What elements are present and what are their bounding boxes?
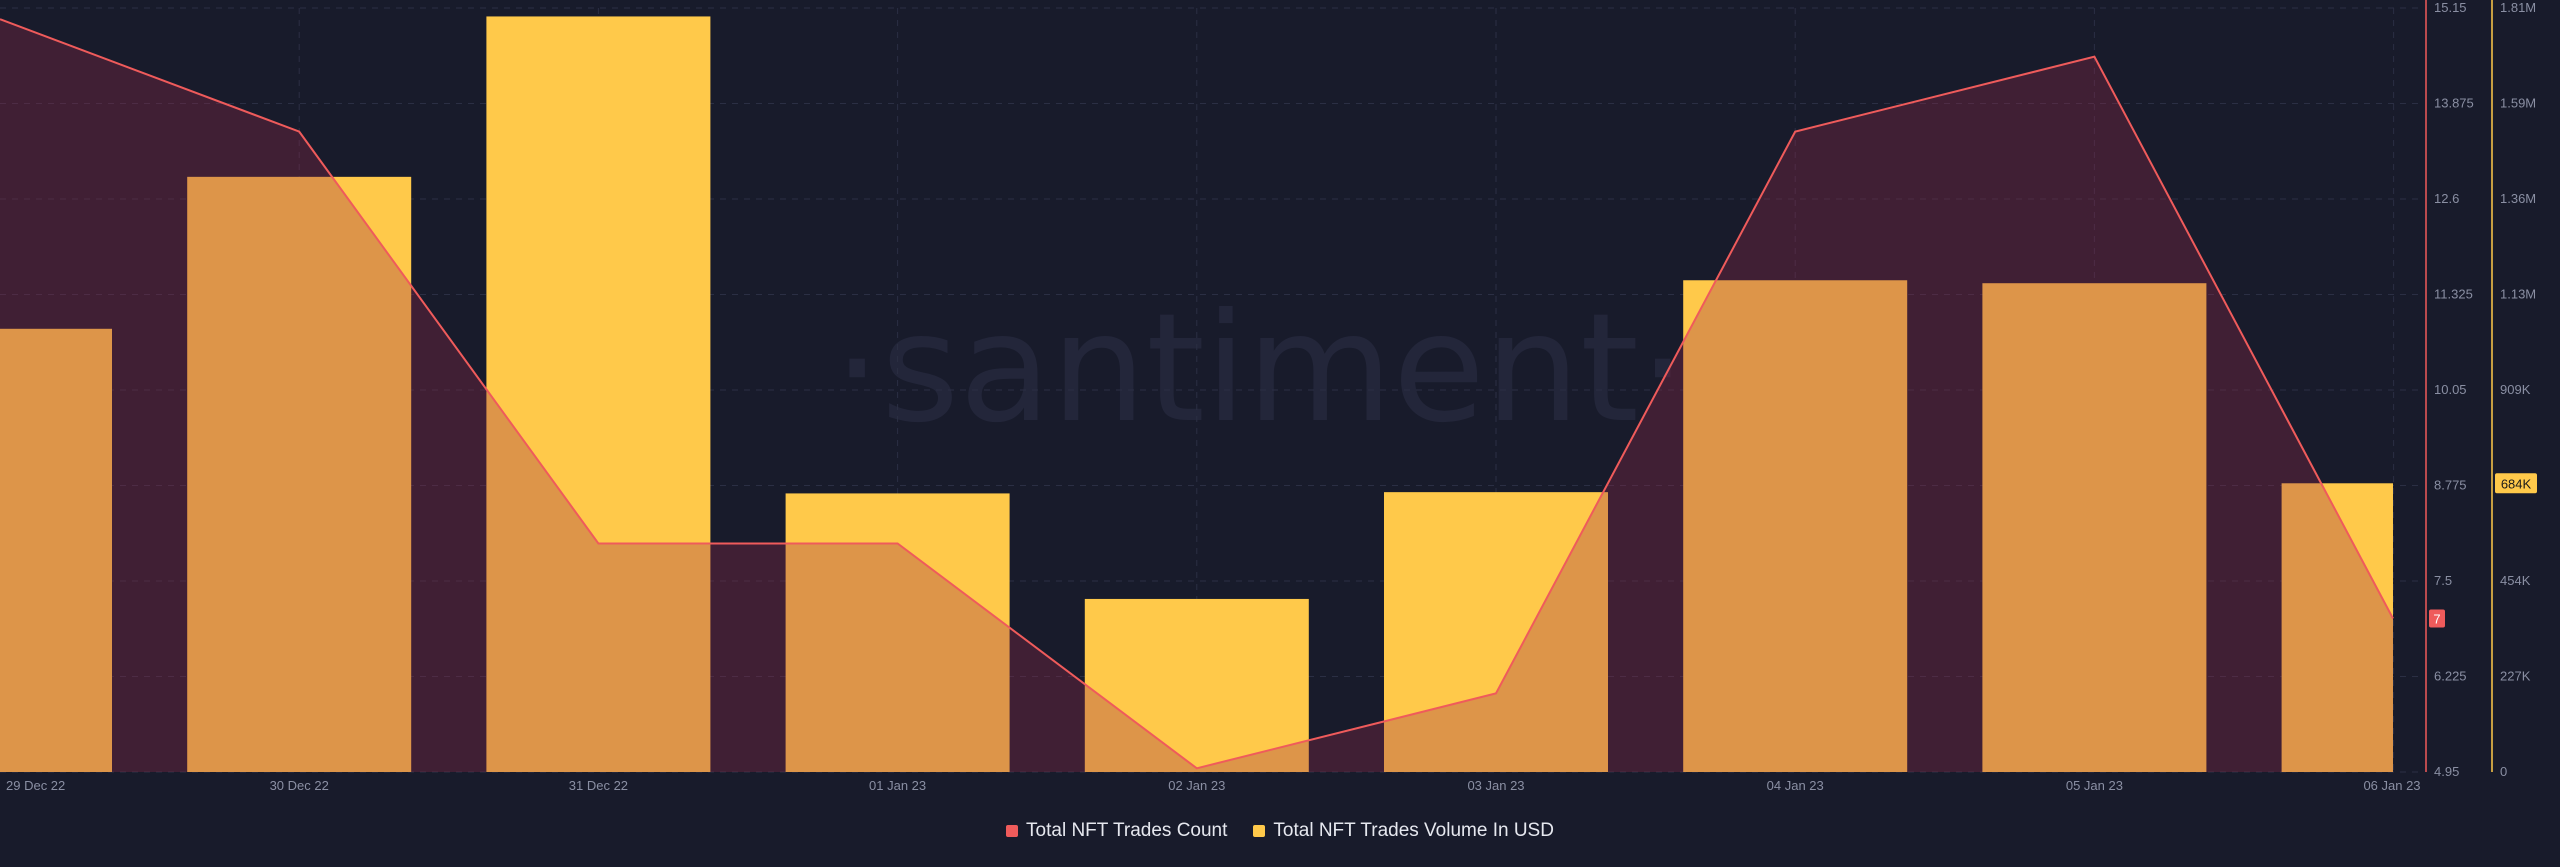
volume-bar [0,328,112,772]
santiment-watermark: ·santiment· [833,282,1686,456]
y-right-tick-label: 1.59M [2500,96,2536,111]
y-right-tick-label: 1.81M [2500,0,2536,15]
legend: Total NFT Trades Count Total NFT Trades … [0,820,2560,842]
count-area-line [0,18,2394,772]
y-right-tick-label: 0 [2500,764,2507,779]
legend-label-count: Total NFT Trades Count [1026,820,1228,841]
legend-item-volume[interactable]: Total NFT Trades Volume In USD [1253,820,1554,842]
y-left-tick-label: 10.05 [2434,382,2467,397]
y-left-tick-label: 15.15 [2434,0,2467,15]
x-tick-label: 02 Jan 23 [1168,778,1225,793]
x-tick-label: 05 Jan 23 [2066,778,2123,793]
volume-bar [1683,280,1908,772]
volume-bar [486,16,711,772]
count-last-value-label: 7 [2433,611,2440,626]
volume-last-value-label: 684K [2501,476,2532,491]
volume-bar [785,493,1010,772]
legend-swatch-volume [1253,825,1266,837]
legend-label-volume: Total NFT Trades Volume In USD [1273,820,1554,841]
x-tick-label: 01 Jan 23 [869,778,926,793]
axes: 15.15 13.875 12.6 11.325 10.05 8.775 7.5 6.225 4… [6,0,2537,793]
x-tick-label: 30 Dec 22 [270,778,329,793]
volume-bar [1384,492,1608,772]
y-right-tick-label: 909K [2500,382,2531,397]
count-last-value-badge [2429,609,2445,628]
y-right-tick-label: 227K [2500,669,2531,684]
volume-bar [1084,598,1309,772]
x-tick-label: 04 Jan 23 [1767,778,1824,793]
x-tick-label: 29 Dec 22 [6,778,65,793]
y-left-tick-label: 7.5 [2434,573,2452,588]
x-tick-label: 06 Jan 23 [2363,778,2420,793]
y-left-tick-label: 12.6 [2434,191,2459,206]
legend-item-count[interactable]: Total NFT Trades Count [1006,820,1227,842]
y-right-tick-label: 454K [2500,573,2531,588]
y-left-tick-label: 11.325 [2434,287,2473,302]
y-left-tick-label: 6.225 [2434,669,2467,684]
x-tick-label: 03 Jan 23 [1467,778,1524,793]
y-right-tick-label: 1.36M [2500,191,2536,206]
y-right-tick-label: 1.13M [2500,287,2536,302]
count-area [0,19,2393,772]
legend-swatch-count [1006,825,1019,837]
y-left-tick-label: 4.95 [2434,764,2459,779]
volume-bar [1982,283,2207,772]
count-line [0,18,2394,770]
volume-last-value-badge [2495,473,2537,494]
volume-bar [2281,483,2393,772]
y-left-tick-label: 8.775 [2434,478,2467,493]
x-tick-label: 31 Dec 22 [569,778,628,793]
volume-bar [187,176,412,772]
y-left-tick-label: 13.875 [2434,96,2474,111]
volume-bars [0,16,2393,772]
